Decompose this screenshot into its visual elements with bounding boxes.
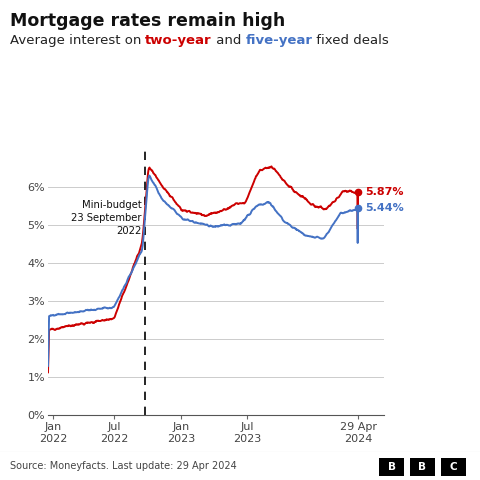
Text: and: and	[212, 34, 245, 47]
Text: five-year: five-year	[245, 34, 312, 47]
Text: fixed deals: fixed deals	[312, 34, 389, 47]
Text: two-year: two-year	[145, 34, 212, 47]
Text: C: C	[449, 462, 457, 472]
Text: 5.44%: 5.44%	[365, 203, 404, 213]
Text: 5.87%: 5.87%	[365, 187, 403, 197]
Text: Mini-budget
23 September
2022: Mini-budget 23 September 2022	[72, 200, 142, 236]
Text: Mortgage rates remain high: Mortgage rates remain high	[10, 12, 285, 30]
FancyBboxPatch shape	[379, 458, 404, 476]
FancyBboxPatch shape	[441, 458, 466, 476]
Text: Source: Moneyfacts. Last update: 29 Apr 2024: Source: Moneyfacts. Last update: 29 Apr …	[10, 461, 236, 471]
Text: B: B	[388, 462, 396, 472]
Text: B: B	[419, 462, 426, 472]
Text: Average interest on: Average interest on	[10, 34, 145, 47]
FancyBboxPatch shape	[410, 458, 435, 476]
